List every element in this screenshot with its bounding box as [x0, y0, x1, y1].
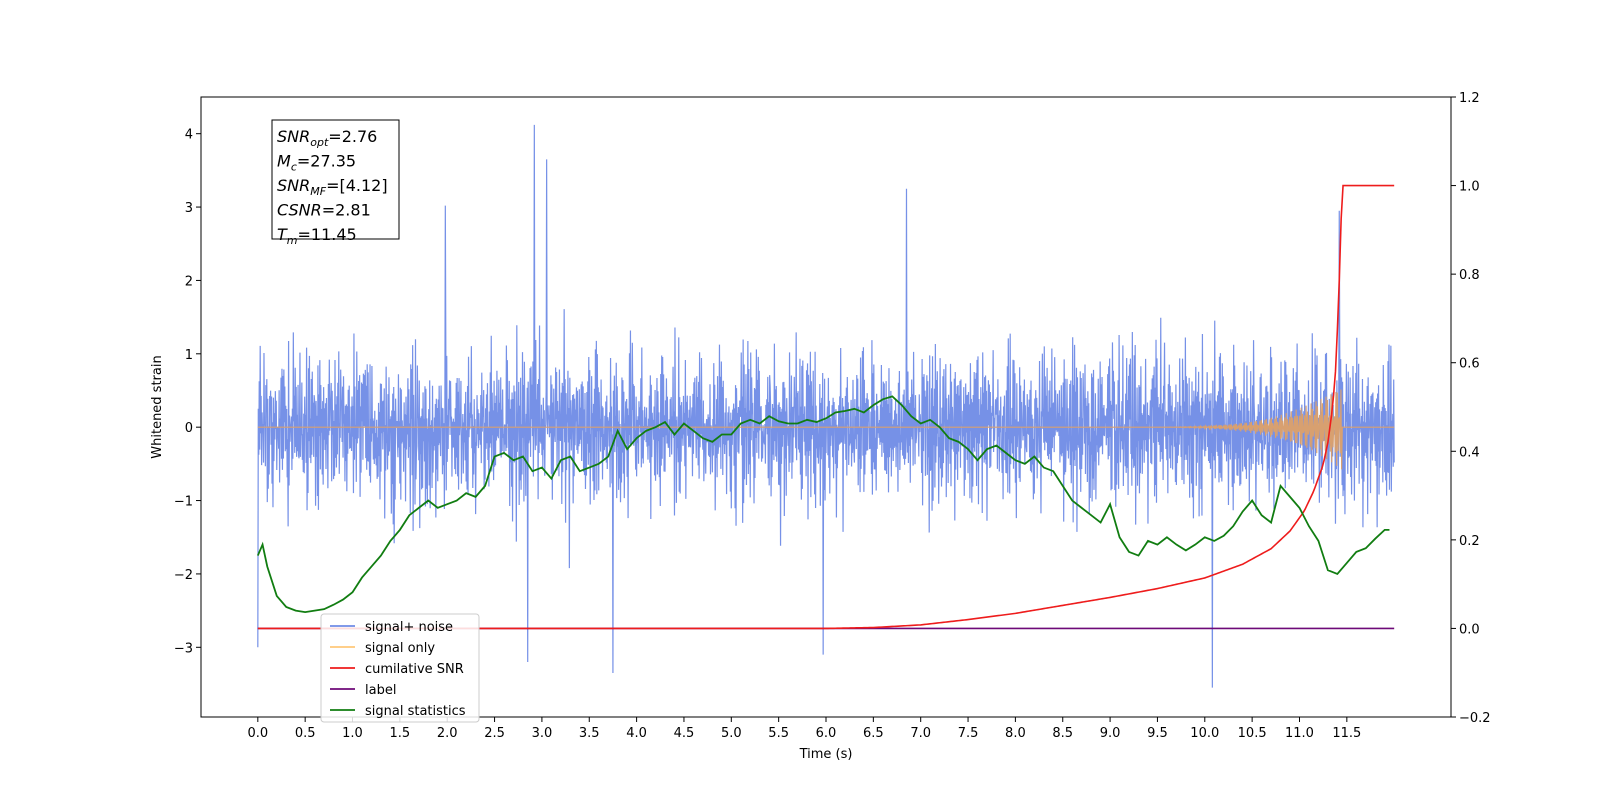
- y-axis-left: −3 −2 −1 0 1 2 3 4: [174, 128, 201, 656]
- x-tick-label: 3.0: [532, 726, 553, 741]
- y-right-tick-label: −0.2: [1459, 711, 1491, 726]
- y-right-tick-label: 1.2: [1459, 91, 1480, 106]
- x-tick-label: 1.0: [342, 726, 363, 741]
- y-left-tick-label: 1: [185, 348, 193, 363]
- y-axis-label-left: Whitened strain: [150, 355, 165, 458]
- x-tick-label: 2.5: [484, 726, 505, 741]
- x-tick-label: 7.0: [910, 726, 931, 741]
- x-axis: 0.0 0.5 1.0 1.5 2.0 2.5 3.0 3.5 4.0 4.5 5.0 5.5 6.0 6…: [247, 717, 1361, 741]
- y-left-tick-label: 2: [185, 274, 193, 289]
- legend-label: label: [365, 683, 396, 698]
- annotation-line: SNRopt=2.76: [277, 127, 377, 149]
- annotation-line: CSNR=2.81: [277, 201, 371, 220]
- legend-label: signal+ noise: [365, 620, 453, 635]
- y-right-tick-label: 0.6: [1459, 357, 1480, 372]
- y-right-tick-label: 0.2: [1459, 534, 1480, 549]
- x-tick-label: 1.5: [390, 726, 411, 741]
- legend-frame: [320, 613, 480, 723]
- annotation-line: Mc=27.35: [277, 152, 356, 174]
- x-axis-label: Time (s): [799, 747, 853, 762]
- annotation-frame: [271, 119, 400, 240]
- y-left-tick-label: 3: [185, 201, 193, 216]
- x-tick-label: 7.5: [958, 726, 979, 741]
- x-tick-label: 11.5: [1332, 726, 1361, 741]
- annotation-line: SNRMF=[4.12]: [277, 176, 388, 198]
- y-left-tick-label: −2: [174, 568, 193, 583]
- x-tick-label: 9.5: [1147, 726, 1168, 741]
- y-left-tick-label: −3: [174, 641, 193, 656]
- series-signal-statistics-line: [256, 395, 1390, 613]
- x-tick-label: 9.0: [1100, 726, 1121, 741]
- x-tick-label: 6.5: [863, 726, 884, 741]
- x-tick-label: 10.5: [1238, 726, 1267, 741]
- legend-label: cumilative SNR: [365, 662, 464, 677]
- x-tick-label: 6.0: [816, 726, 837, 741]
- y-right-tick-label: 0.8: [1459, 268, 1480, 283]
- y-right-tick-label: 0.4: [1459, 445, 1480, 460]
- legend: signal+ noise signal only cumilative SNR la…: [320, 613, 480, 723]
- y-right-tick-label: 0.0: [1459, 622, 1480, 637]
- x-tick-label: 2.0: [437, 726, 458, 741]
- legend-label: signal only: [365, 641, 435, 656]
- x-tick-label: 5.5: [768, 726, 789, 741]
- x-tick-label: 5.0: [721, 726, 742, 741]
- x-tick-label: 0.0: [247, 726, 268, 741]
- x-tick-label: 0.5: [295, 726, 316, 741]
- x-tick-label: 8.5: [1052, 726, 1073, 741]
- annotation-line: Tm=11.45: [277, 225, 357, 247]
- x-tick-label: 8.0: [1005, 726, 1026, 741]
- x-tick-label: 11.0: [1285, 726, 1314, 741]
- y-left-tick-label: −1: [174, 495, 193, 510]
- y-left-tick-label: 0: [185, 421, 193, 436]
- x-tick-label: 3.5: [579, 726, 600, 741]
- y-right-tick-label: 1.0: [1459, 180, 1480, 195]
- series-signal-only-line: [257, 389, 1395, 470]
- series-signal-noise-line: [257, 124, 1395, 688]
- x-tick-label: 4.5: [674, 726, 695, 741]
- y-left-tick-label: 4: [185, 128, 193, 143]
- x-tick-label: 10.0: [1190, 726, 1219, 741]
- x-tick-label: 4.0: [626, 726, 647, 741]
- y-axis-right: −0.2 0.0 0.2 0.4 0.6 0.8 1.0 1.2: [1451, 91, 1491, 726]
- legend-label: signal statistics: [365, 704, 466, 719]
